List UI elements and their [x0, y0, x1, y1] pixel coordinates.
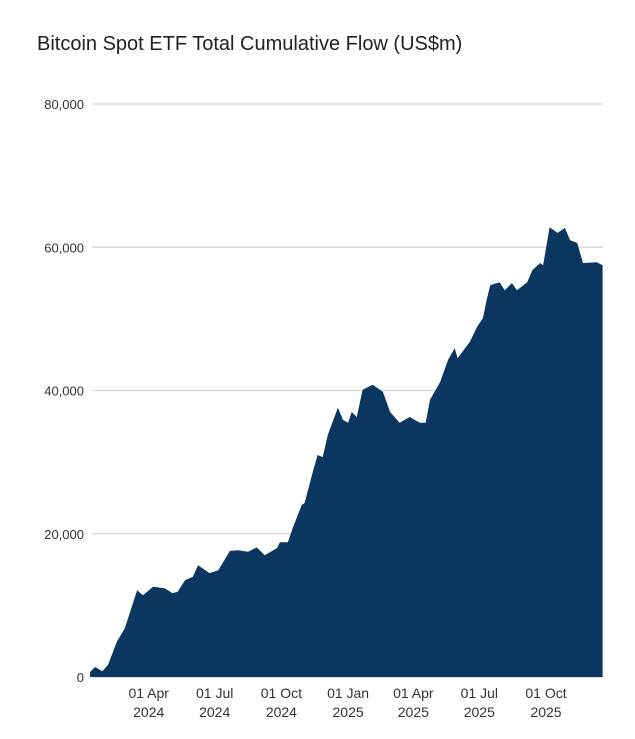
x-tick-label: 01 Oct 2024	[261, 685, 302, 720]
x-tick-label: 01 Apr 2025	[393, 685, 434, 720]
y-tick-label: 40,000	[44, 384, 84, 399]
x-tick-label: 01 Jul 2025	[461, 685, 498, 720]
y-tick-label: 0	[77, 670, 84, 685]
x-tick-label: 01 Jan 2025	[327, 685, 369, 720]
y-tick-label: 80,000	[44, 97, 84, 112]
chart-title: Bitcoin Spot ETF Total Cumulative Flow (…	[37, 33, 463, 55]
x-tick-label: 01 Jul 2024	[196, 685, 233, 720]
x-tick-label: 01 Apr 2024	[128, 685, 169, 720]
y-tick-label: 60,000	[44, 240, 84, 255]
cumulative-flow-area	[90, 227, 603, 677]
x-tick-label: 01 Oct 2025	[525, 685, 566, 720]
y-tick-label: 20,000	[44, 527, 84, 542]
